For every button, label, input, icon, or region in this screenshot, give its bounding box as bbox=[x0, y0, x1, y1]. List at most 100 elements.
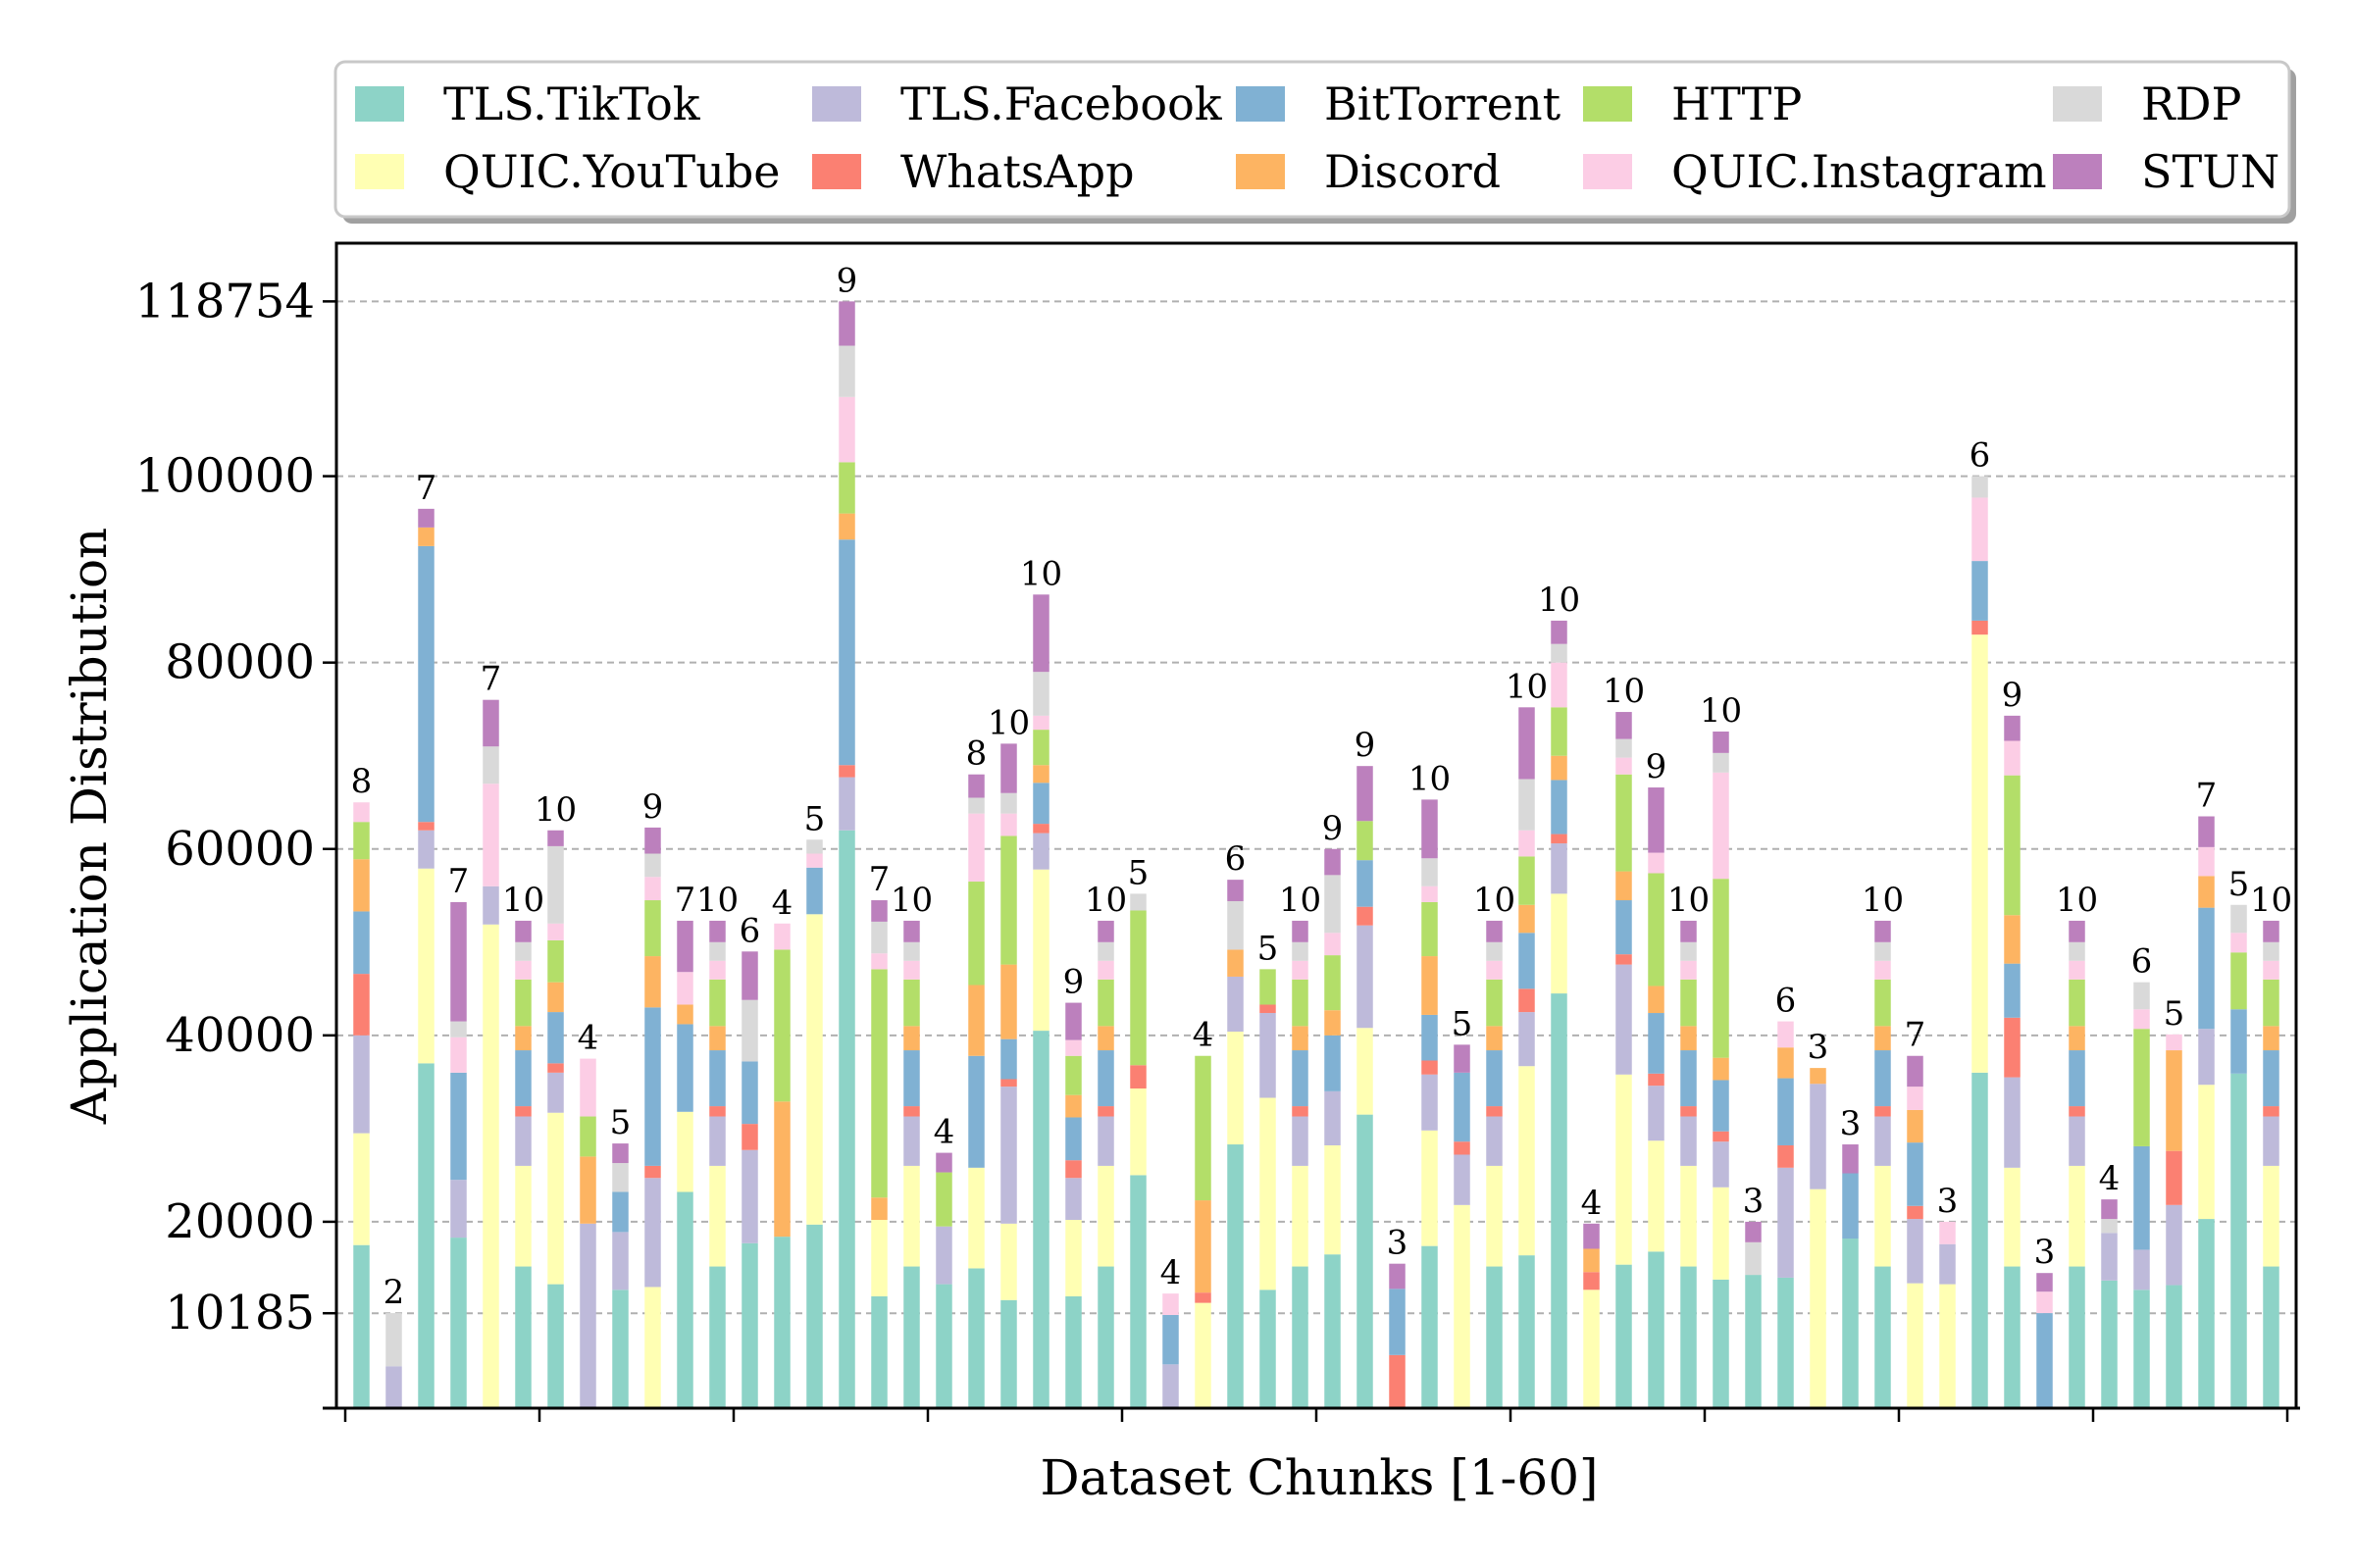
bar-segment bbox=[677, 1004, 693, 1025]
bar-segment bbox=[871, 1220, 888, 1296]
bar-segment bbox=[2263, 1106, 2279, 1117]
bar-segment bbox=[1680, 979, 1697, 1027]
gridlines bbox=[336, 300, 2296, 1315]
bar-segment bbox=[1971, 620, 1988, 635]
bar-segment bbox=[547, 1112, 564, 1285]
bar-segment bbox=[1292, 941, 1308, 961]
bar-count-label: 10 bbox=[1506, 667, 1548, 706]
bar-segment bbox=[1486, 1266, 1503, 1408]
bar-segment bbox=[677, 1024, 693, 1112]
bar-segment bbox=[1130, 910, 1147, 1066]
bar-segment bbox=[2230, 904, 2247, 934]
bar-segment bbox=[677, 1111, 693, 1192]
bar-segment bbox=[2004, 963, 2021, 1018]
bar-segment bbox=[1000, 964, 1017, 1039]
bar-segment bbox=[644, 853, 661, 878]
bar-count-label: 8 bbox=[966, 734, 988, 774]
bar-segment bbox=[1680, 1050, 1697, 1107]
bar-segment bbox=[1583, 1290, 1600, 1408]
bar-segment bbox=[1777, 1021, 1794, 1048]
bar-segment bbox=[1292, 979, 1308, 1027]
bar-segment bbox=[2004, 1266, 2021, 1408]
bar-segment bbox=[1227, 1144, 1244, 1408]
bar-segment bbox=[515, 1165, 532, 1267]
bar-segment bbox=[1486, 1106, 1503, 1117]
bar-segment bbox=[1065, 1220, 1082, 1296]
bar-segment bbox=[2198, 907, 2215, 1030]
bar-segment bbox=[1518, 707, 1535, 780]
bar-segment bbox=[547, 1072, 564, 1113]
bar-segment bbox=[1292, 1026, 1308, 1051]
bar-segment bbox=[1000, 813, 1017, 836]
bar-segment bbox=[1842, 1144, 1859, 1174]
bar-segment bbox=[968, 882, 985, 986]
bar-segment bbox=[1874, 1050, 1891, 1107]
bar-segment bbox=[2198, 1029, 2215, 1086]
y-tick-label: 80000 bbox=[165, 635, 315, 690]
bar-segment bbox=[1518, 1066, 1535, 1256]
bar-segment bbox=[2036, 1313, 2053, 1408]
bar-segment bbox=[2230, 952, 2247, 1010]
bar-count-label: 5 bbox=[1257, 929, 1279, 968]
bar-segment bbox=[839, 765, 855, 778]
bar-segment bbox=[1648, 1140, 1664, 1252]
bar-segment bbox=[839, 513, 855, 540]
bar-segment bbox=[2069, 941, 2085, 961]
bar-segment bbox=[1098, 1116, 1114, 1166]
bar-count-label: 4 bbox=[1193, 1016, 1214, 1055]
legend-label: HTTP bbox=[1671, 77, 1802, 130]
bar-segment bbox=[2133, 1009, 2150, 1030]
bar-count-label: 3 bbox=[2034, 1233, 2056, 1272]
bar-segment bbox=[1324, 1010, 1341, 1036]
bar-segment bbox=[353, 822, 370, 860]
bar-segment bbox=[1421, 956, 1438, 1015]
bar-segment bbox=[2069, 1266, 2085, 1408]
bar-segment bbox=[580, 1223, 596, 1408]
bar-segment bbox=[515, 920, 532, 942]
bar-segment bbox=[1162, 1364, 1179, 1408]
bar-segment bbox=[1777, 1047, 1794, 1079]
bar-segment bbox=[1421, 858, 1438, 886]
bar-segment bbox=[2133, 1145, 2150, 1250]
bar-segment bbox=[968, 774, 985, 798]
bar-segment bbox=[1680, 1266, 1697, 1408]
bar-segment bbox=[1745, 1221, 1762, 1242]
bar-segment bbox=[903, 960, 920, 980]
bar-segment bbox=[1033, 869, 1049, 1032]
bar-segment bbox=[1551, 843, 1567, 894]
bar-segment bbox=[903, 1116, 920, 1166]
bar-segment bbox=[1356, 860, 1373, 907]
bar-segment bbox=[1551, 707, 1567, 756]
bar-segment bbox=[1680, 1106, 1697, 1117]
bar-segment bbox=[1777, 1167, 1794, 1278]
bar-segment bbox=[547, 1063, 564, 1073]
bar-segment bbox=[1000, 1079, 1017, 1087]
bar-segment bbox=[1842, 1173, 1859, 1239]
bar-segment bbox=[1680, 1026, 1697, 1051]
bar-segment bbox=[1033, 1031, 1049, 1408]
bar-count-label: 3 bbox=[1387, 1224, 1408, 1263]
bar-segment bbox=[547, 1012, 564, 1064]
bar-segment bbox=[1000, 792, 1017, 814]
bar-segment bbox=[644, 1165, 661, 1179]
bar-segment bbox=[1486, 1026, 1503, 1051]
bar-segment bbox=[515, 979, 532, 1027]
bar-segment bbox=[612, 1163, 629, 1192]
bar-segment bbox=[2133, 1029, 2150, 1146]
bar-count-label: 6 bbox=[1225, 839, 1247, 879]
bar-segment bbox=[2230, 933, 2247, 953]
bar-segment bbox=[871, 953, 888, 970]
bar-segment bbox=[1907, 1087, 1923, 1110]
bar-segment bbox=[709, 941, 726, 961]
bar-segment bbox=[1551, 893, 1567, 994]
bar-segment bbox=[1551, 780, 1567, 835]
bar-segment bbox=[2004, 775, 2021, 916]
bar-segment bbox=[2198, 816, 2215, 847]
bar-segment bbox=[2069, 1106, 2085, 1117]
bar-segment bbox=[515, 941, 532, 961]
bar-segment bbox=[2263, 960, 2279, 980]
bar-segment bbox=[1389, 1263, 1406, 1290]
bar-segment bbox=[1648, 1073, 1664, 1087]
bar-segment bbox=[1324, 1035, 1341, 1091]
bar-segment bbox=[1713, 879, 1729, 1058]
